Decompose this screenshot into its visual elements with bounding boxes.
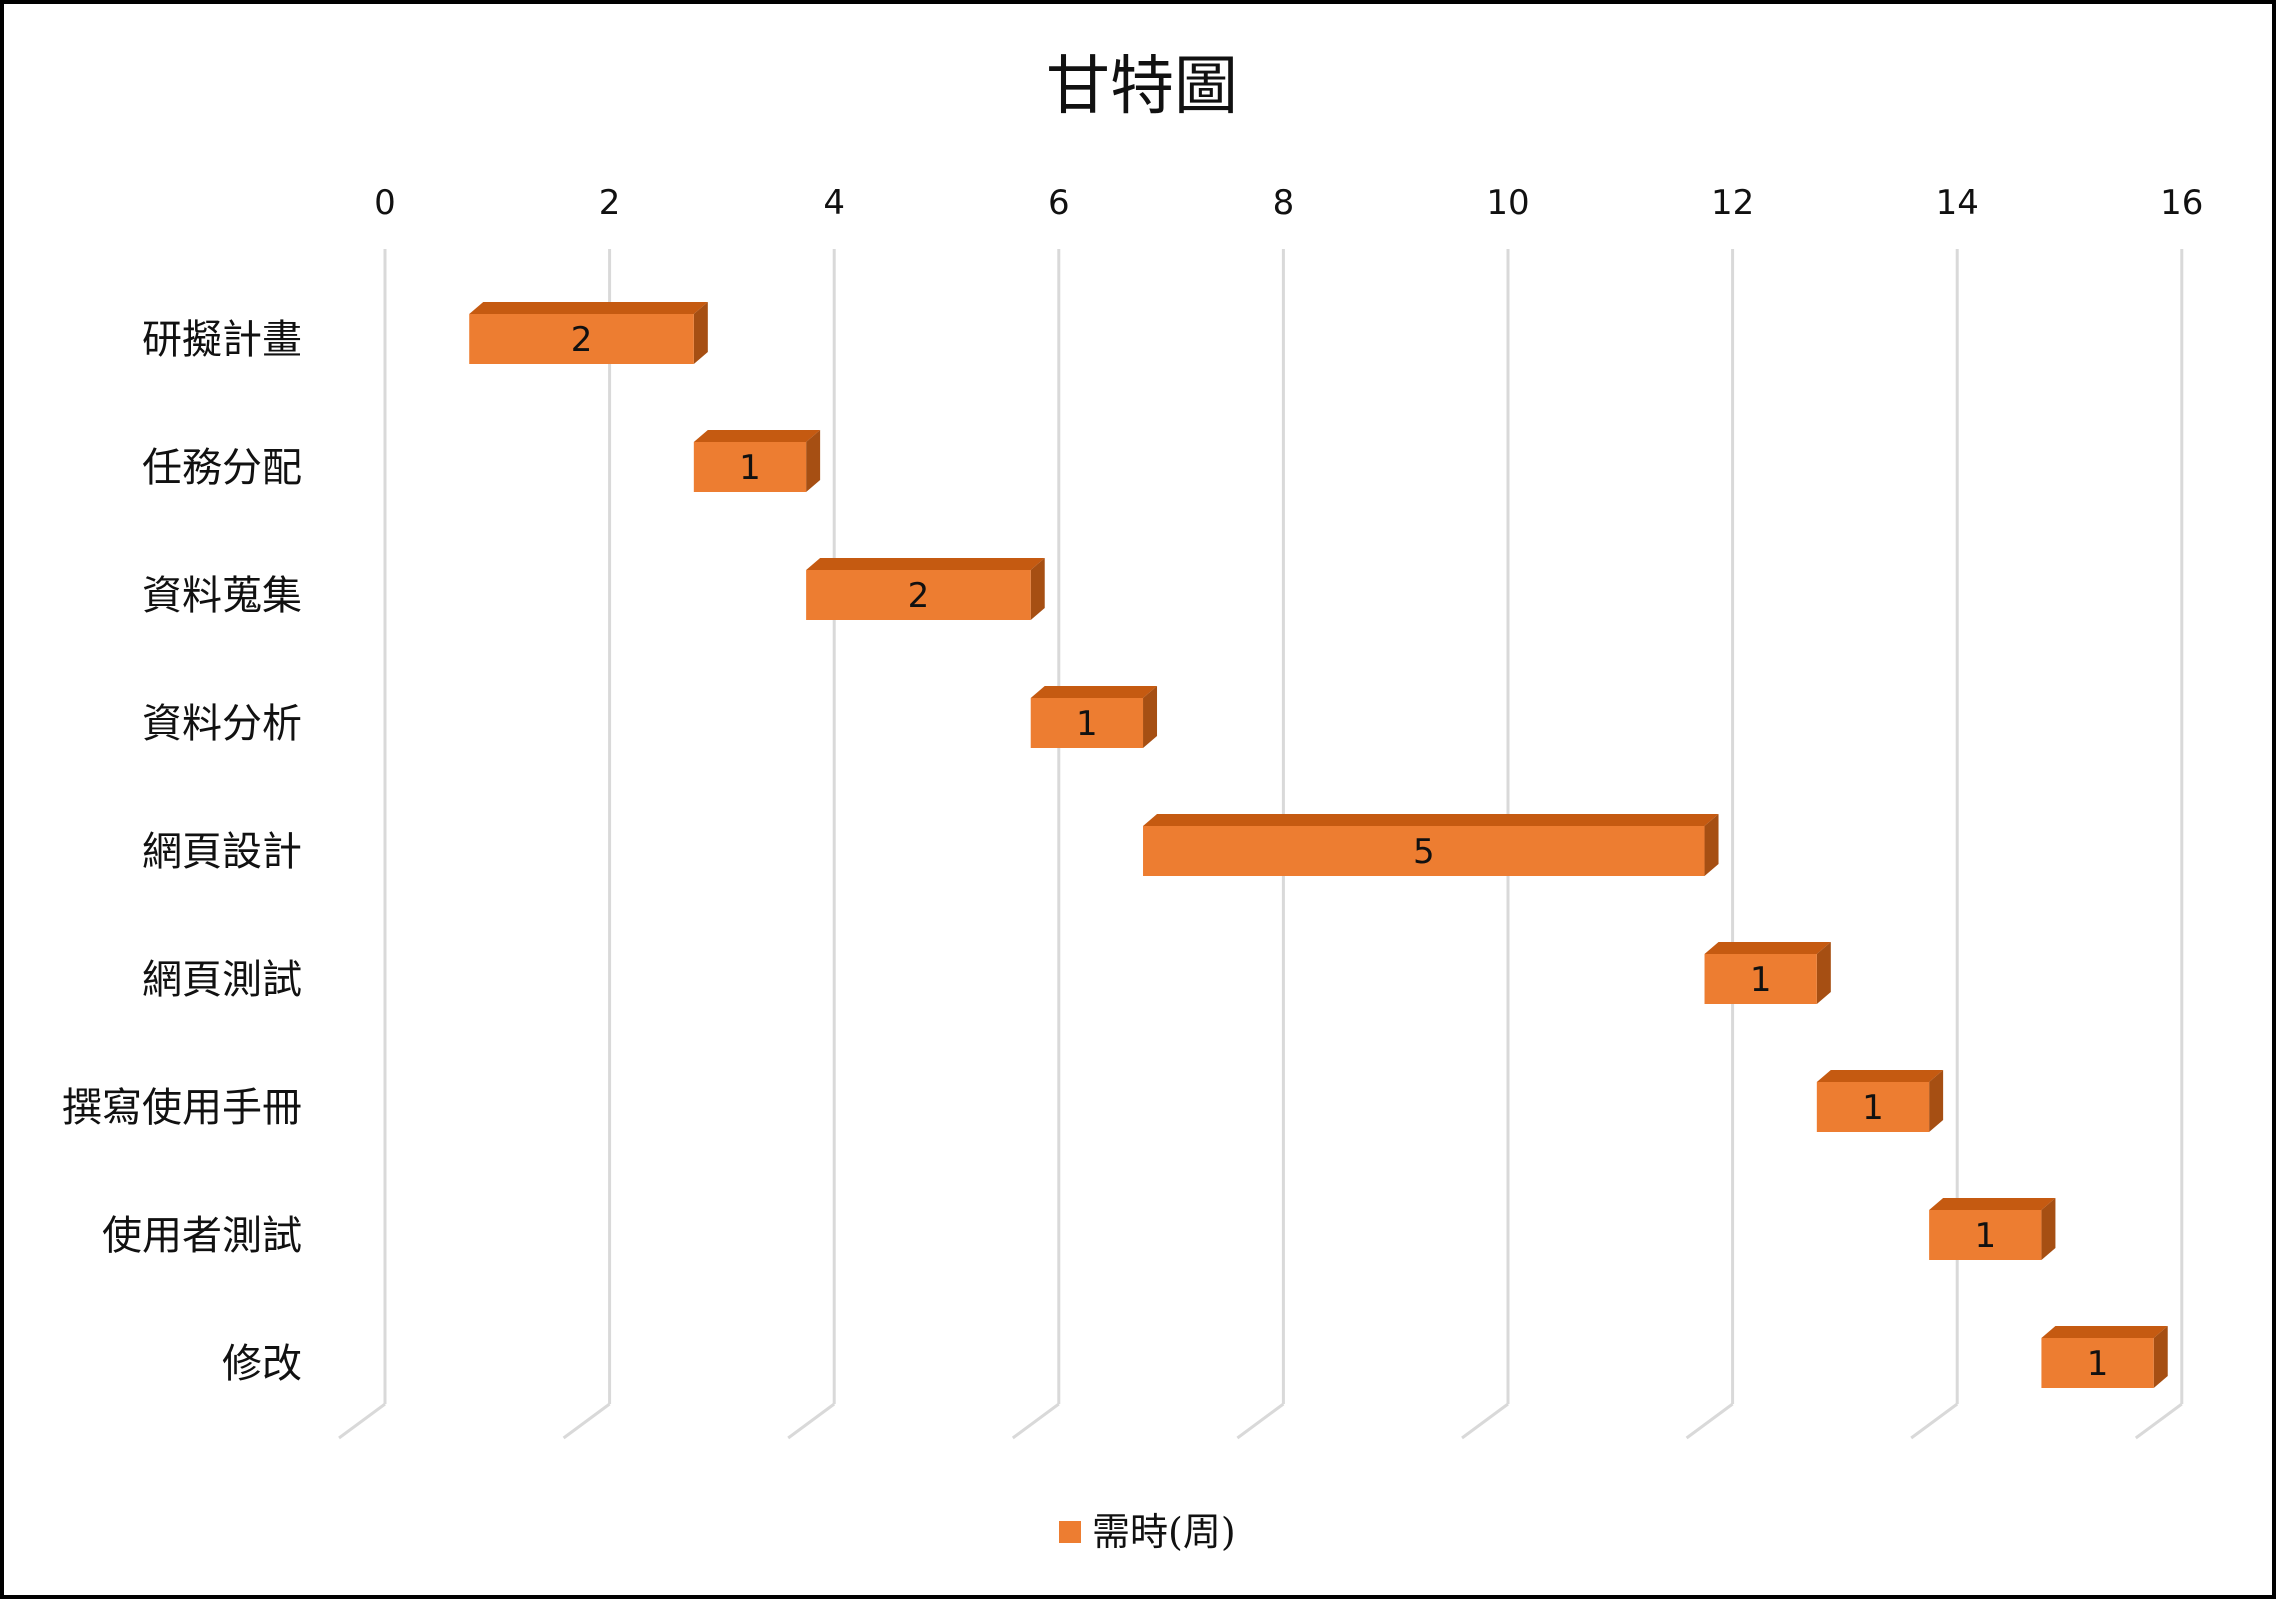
x-tick-label: 0 — [374, 183, 396, 223]
gridline-floor-14 — [1910, 1402, 1959, 1440]
data-label: 1 — [1862, 1088, 1884, 1128]
x-tick-label: 14 — [1936, 183, 1979, 223]
data-label: 1 — [739, 448, 761, 488]
category-label: 資料蒐集 — [142, 573, 302, 619]
x-tick-label: 8 — [1273, 183, 1295, 223]
bar-side-face — [2041, 1198, 2056, 1260]
category-label: 任務分配 — [142, 445, 302, 491]
bar-front-face — [806, 570, 1031, 620]
bar-top-face — [2041, 1326, 2168, 1338]
bar-8: 1 — [1929, 1198, 2056, 1260]
chart-title: 甘特圖 — [1046, 50, 1238, 124]
category-label: 撰寫使用手冊 — [62, 1085, 302, 1131]
bar-side-face — [806, 430, 821, 492]
bar-top-face — [1030, 686, 1158, 698]
x-tick-label: 16 — [2160, 183, 2203, 223]
gantt-chart: 甘特圖 0 2 4 6 8 10 12 14 16 研擬計畫任務分配資料蒐集資料分析網頁設計網頁… — [62, 50, 2203, 1554]
bar-side-face — [1030, 558, 1045, 620]
category-label: 研擬計畫 — [142, 317, 302, 363]
bar-side-face — [1816, 942, 1831, 1004]
gridline-floor-10 — [1461, 1402, 1509, 1440]
gridline-floor-12 — [1685, 1402, 1734, 1440]
bar-top-face — [1143, 814, 1719, 826]
bar-top-face — [469, 302, 708, 314]
bar-2: 1 — [693, 430, 821, 492]
bar-7: 1 — [1816, 1070, 1944, 1132]
gridline-floor-2 — [562, 1402, 611, 1440]
bar-side-face — [1929, 1070, 1944, 1132]
gridline-floor-8 — [1236, 1402, 1285, 1440]
data-label: 1 — [1750, 960, 1772, 1000]
bar-side-face — [2153, 1326, 2168, 1388]
bar-top-face — [806, 558, 1045, 570]
x-tick-label: 10 — [1486, 183, 1529, 223]
legend-swatch — [1059, 1521, 1081, 1543]
x-tick-label: 2 — [599, 183, 621, 223]
bar-5: 5 — [1143, 814, 1719, 876]
bar-front-face — [693, 442, 807, 492]
bar-front-face — [469, 314, 694, 364]
bar-side-face — [693, 302, 708, 364]
category-label: 修改 — [222, 1341, 302, 1387]
x-tick-label: 12 — [1711, 183, 1754, 223]
bar-front-face — [1816, 1082, 1930, 1132]
x-tick-label: 6 — [1048, 183, 1070, 223]
bar-6: 1 — [1704, 942, 1831, 1004]
bar-top-face — [1704, 942, 1831, 954]
bar-front-face — [1143, 826, 1705, 876]
category-label: 網頁測試 — [142, 957, 302, 1003]
legend: 需時(周) — [1059, 1510, 1236, 1554]
data-label: 2 — [571, 320, 593, 360]
bars: 2 1 2 1 5 1 1 1 1 — [469, 302, 2168, 1388]
bar-front-face — [2041, 1338, 2154, 1388]
bar-4: 1 — [1030, 686, 1158, 748]
bar-front-face — [1030, 698, 1144, 748]
gridline-floor-16 — [2134, 1402, 2183, 1440]
data-label: 2 — [908, 576, 930, 616]
bar-top-face — [693, 430, 821, 442]
bar-3: 2 — [806, 558, 1045, 620]
legend-label: 需時(周) — [1092, 1510, 1236, 1554]
data-label: 1 — [1974, 1216, 1996, 1256]
bar-9: 1 — [2041, 1326, 2168, 1388]
gridline-floor-0 — [338, 1402, 386, 1440]
bar-front-face — [1704, 954, 1817, 1004]
x-axis-ticks: 0 2 4 6 8 10 12 14 16 — [374, 183, 2203, 223]
gridline-floor-6 — [1011, 1402, 1060, 1440]
bar-side-face — [1143, 686, 1158, 748]
gridline-floor-4 — [787, 1402, 836, 1440]
bar-front-face — [1929, 1210, 2042, 1260]
bar-top-face — [1816, 1070, 1944, 1082]
data-label: 5 — [1413, 832, 1435, 872]
bar-side-face — [1704, 814, 1719, 876]
x-tick-label: 4 — [823, 183, 845, 223]
bar-1: 2 — [469, 302, 708, 364]
data-label: 1 — [1076, 704, 1098, 744]
data-label: 1 — [2087, 1344, 2109, 1384]
bar-top-face — [1929, 1198, 2056, 1210]
category-label: 網頁設計 — [142, 829, 302, 875]
category-label: 使用者測試 — [102, 1213, 302, 1259]
category-label: 資料分析 — [142, 701, 302, 747]
